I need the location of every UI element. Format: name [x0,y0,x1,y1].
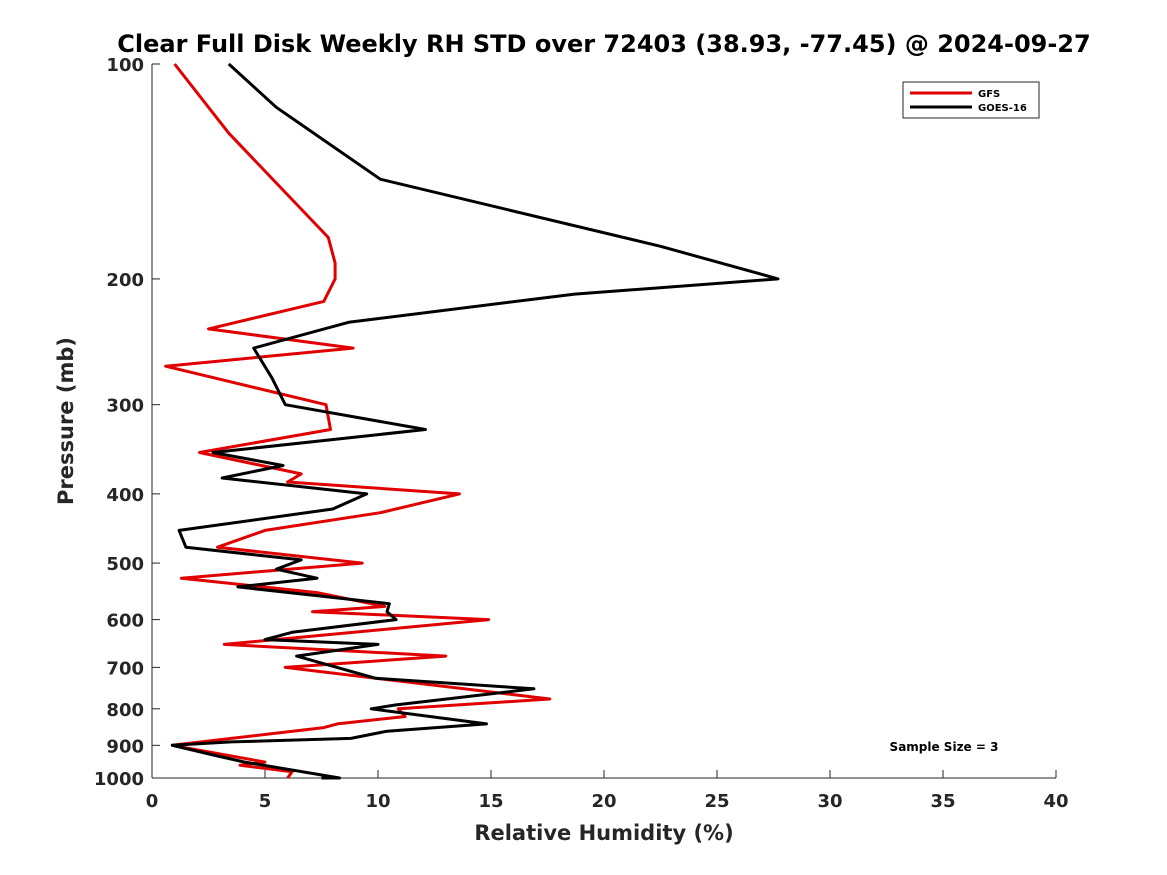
series-line-gfs [164,63,552,779]
y-tick-label: 500 [106,554,144,575]
legend: GFS GOES-16 [902,81,1040,119]
x-axis-label: Relative Humidity (%) [474,821,733,845]
chart-title: Clear Full Disk Weekly RH STD over 72403… [117,30,1090,58]
series-layer [164,62,780,780]
plot-area [151,64,1056,779]
x-tick-label: 5 [259,791,272,812]
legend-label-goes16: GOES-16 [978,103,1027,114]
x-tick-label: 35 [930,791,955,812]
series-line-goes16 [170,62,780,780]
x-tick-label: 25 [704,791,729,812]
x-tick-label: 40 [1043,791,1068,812]
legend-box [902,81,1040,119]
y-tick-label: 300 [106,396,144,417]
x-tick-label: 15 [478,791,503,812]
y-tick-label: 900 [106,736,144,757]
y-tick-label: 1000 [94,769,144,790]
y-axis-ticks: 100 200 300 400 500 600 700 800 900 1000 [94,55,160,790]
y-tick-label: 100 [106,55,144,76]
x-tick-label: 20 [591,791,616,812]
legend-label-gfs: GFS [978,89,1000,100]
x-tick-label: 10 [365,791,390,812]
x-tick-label: 0 [146,791,159,812]
sample-size-annotation: Sample Size = 3 [890,740,999,754]
y-tick-label: 200 [106,270,144,291]
y-tick-label: 400 [106,485,144,506]
x-tick-label: 30 [817,791,842,812]
y-axis-label: Pressure (mb) [54,337,78,505]
y-tick-label: 800 [106,700,144,721]
x-axis-ticks: 0 5 10 15 20 25 30 35 40 [146,770,1069,812]
y-tick-label: 600 [106,611,144,632]
y-tick-label: 700 [106,658,144,679]
